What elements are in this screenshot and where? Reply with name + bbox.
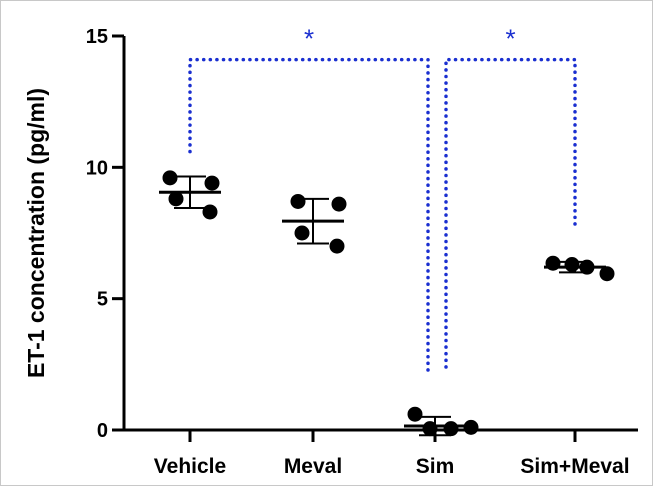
significance-star: * bbox=[505, 24, 515, 54]
significance-brackets: * * bbox=[188, 24, 577, 377]
significance-bracket bbox=[188, 57, 430, 377]
x-tick-label: Sim bbox=[416, 455, 455, 478]
x-tick-label: Meval bbox=[284, 455, 342, 478]
data-point bbox=[204, 175, 220, 191]
y-tick-label: 0 bbox=[97, 420, 108, 442]
y-axis-title: ET-1 concentration (pg/ml) bbox=[23, 88, 49, 378]
data-point bbox=[443, 421, 459, 437]
y-tick-label: 10 bbox=[86, 157, 108, 179]
data-point bbox=[599, 266, 615, 282]
y-tick-label: 5 bbox=[97, 289, 108, 311]
data-point bbox=[162, 170, 178, 186]
data-point bbox=[463, 419, 479, 435]
axes: 0 5 10 15 Vehicle Meval Sim Sim+Meval bbox=[86, 26, 638, 478]
y-tick-label: 15 bbox=[86, 26, 108, 48]
data-point bbox=[329, 238, 345, 254]
data-point bbox=[290, 193, 306, 209]
data-point bbox=[545, 255, 561, 271]
x-tick-label: Vehicle bbox=[154, 455, 226, 478]
data-point bbox=[422, 421, 438, 437]
data-point bbox=[331, 196, 347, 212]
significance-bracket bbox=[444, 57, 577, 369]
data-point bbox=[202, 204, 218, 220]
error-bars bbox=[159, 175, 606, 437]
data-point bbox=[294, 225, 310, 241]
data-point bbox=[579, 259, 595, 275]
significance-star: * bbox=[304, 24, 314, 54]
data-points bbox=[162, 170, 615, 437]
data-point bbox=[407, 406, 423, 422]
data-point bbox=[168, 191, 184, 207]
data-point bbox=[564, 257, 580, 273]
x-tick-label: Sim+Meval bbox=[520, 455, 629, 478]
